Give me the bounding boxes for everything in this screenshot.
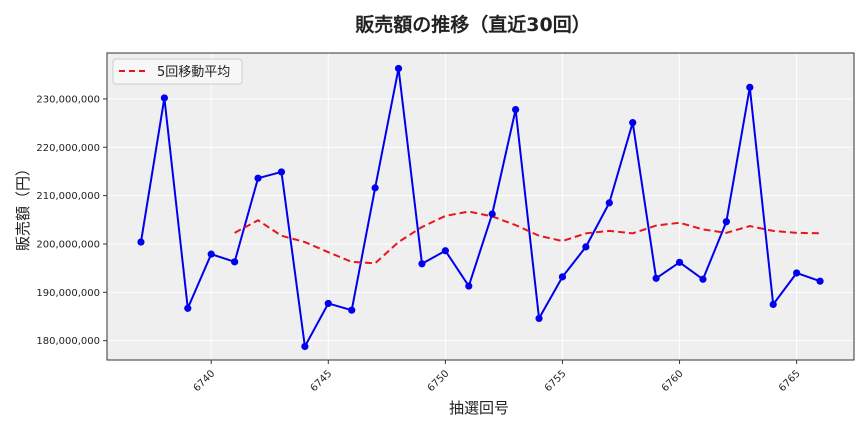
- sales-point: [605, 199, 613, 207]
- x-tick-label: 6760: [660, 368, 686, 394]
- chart-title: 販売額の推移（直近30回）: [355, 13, 590, 36]
- y-tick-label: 230,000,000: [36, 94, 100, 105]
- y-tick-label: 220,000,000: [36, 143, 100, 154]
- sales-point: [699, 275, 707, 283]
- sales-point: [324, 299, 332, 308]
- plot-frame: [106, 52, 855, 361]
- sales-point: [231, 258, 239, 266]
- y-tick-label: 190,000,000: [36, 288, 100, 299]
- legend: 5回移動平均: [112, 58, 243, 85]
- sales-point: [348, 306, 356, 314]
- x-tick-label: 6745: [309, 368, 335, 394]
- y-tick-label: 200,000,000: [36, 239, 100, 250]
- sales-point: [722, 218, 730, 226]
- series-layer: [137, 64, 824, 351]
- sales-point: [418, 260, 426, 268]
- sales-point: [394, 64, 403, 73]
- sales-point: [301, 342, 309, 351]
- sales-point: [160, 94, 168, 102]
- sales-point: [769, 300, 777, 309]
- x-tick-label: 6740: [192, 368, 218, 394]
- legend-box: [112, 58, 243, 85]
- sales-point: [793, 269, 801, 277]
- y-tick-label: 180,000,000: [36, 336, 100, 347]
- sales-point: [558, 273, 567, 281]
- moving-average-line: [234, 210, 821, 265]
- sales-point: [675, 258, 684, 266]
- sales-point: [184, 304, 192, 312]
- y-tick-label: 210,000,000: [36, 191, 100, 202]
- sales-series-line: [139, 67, 821, 348]
- sales-point: [277, 168, 286, 176]
- sales-point: [488, 210, 496, 218]
- sales-point: [465, 282, 473, 290]
- sales-point: [371, 184, 379, 192]
- sales-point: [816, 277, 824, 285]
- sales-point: [441, 247, 449, 255]
- sales-point: [582, 243, 590, 251]
- y-axis-label: 販売額（円）: [14, 161, 32, 251]
- legend-label-moving-average: 5回移動平均: [157, 65, 230, 80]
- x-axis-label: 抽選回号: [449, 399, 509, 417]
- sales-point: [652, 274, 660, 282]
- sales-point: [137, 238, 145, 246]
- x-tick-label: 6765: [777, 368, 803, 394]
- sales-point: [629, 119, 637, 127]
- sales-point: [746, 83, 754, 91]
- sales-point: [535, 314, 543, 323]
- grid: [107, 53, 854, 360]
- sales-point: [254, 174, 262, 182]
- x-tick-label: 6750: [426, 368, 452, 394]
- x-tick-label: 6755: [543, 368, 569, 394]
- sales-point: [207, 250, 215, 258]
- sales-point: [512, 105, 520, 114]
